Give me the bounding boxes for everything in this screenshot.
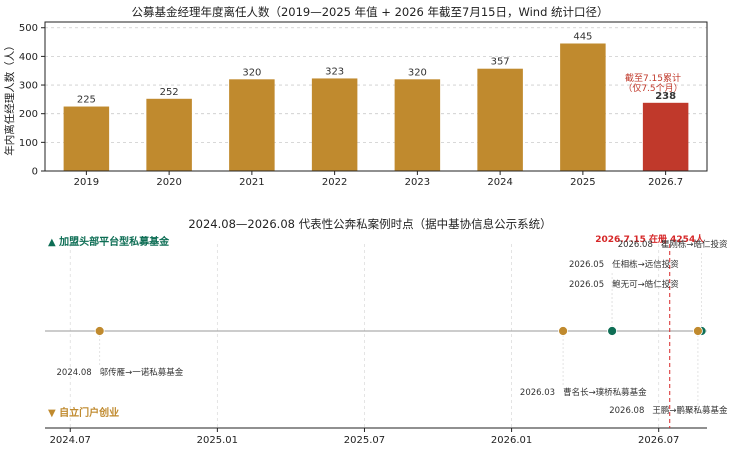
bar-2019: [63, 106, 110, 171]
x-tick-label: 2020: [156, 177, 181, 188]
plot-frame: [44, 21, 708, 172]
bar-2024: [477, 68, 523, 171]
case-timeline-chart: 2024.08—2026.08 代表性公奔私案例时点（据中基协信息公示系统） 2…: [45, 217, 728, 446]
annual-departures-bar-chart: 公募基金经理年度离任人数（2019—2025 年值 + 2026 年截至7月15…: [3, 5, 708, 188]
event-point: [94, 326, 105, 336]
event-date: 2026.08: [618, 240, 653, 250]
y-tick-label: 200: [19, 109, 38, 120]
bar-value-label: 320: [408, 67, 427, 78]
event-label: 2026.08 瞿刚栋→皓仁投资: [618, 239, 728, 250]
event-text: 鲍无可→皓仁投资: [612, 279, 679, 290]
x-tick-label: 2022: [322, 177, 347, 188]
event-date: 2026.08: [609, 406, 644, 416]
event-text: 任相栋→远信投资: [612, 259, 679, 270]
event-point: [607, 326, 618, 336]
event-label: 2026.03 曹名长→璞桥私募基金: [520, 387, 647, 398]
x-tick-label: 2025: [570, 177, 595, 188]
lower-group-label: ▼ 自立门户创业: [48, 406, 119, 419]
y-axis-label: 年内离任经理人数（人）: [3, 40, 16, 156]
upper-group-label: ▲ 加盟头部平台型私募基金: [48, 235, 170, 248]
timeline-tick-label: 2024.07: [50, 435, 91, 446]
bar-value-label: 252: [160, 87, 179, 98]
event-text: 瞿刚栋→皓仁投资: [661, 239, 728, 250]
bar-chart-title: 公募基金经理年度离任人数（2019—2025 年值 + 2026 年截至7月15…: [131, 5, 608, 19]
y-tick-label: 0: [32, 167, 38, 178]
timeline-title: 2024.08—2026.08 代表性公奔私案例时点（据中基协信息公示系统）: [188, 217, 551, 231]
bar-value-label: 320: [242, 67, 261, 78]
y-tick-label: 300: [19, 81, 38, 92]
marker-line-label: 2026.7.15 在册 4254人: [595, 233, 705, 245]
event-label: 2026.08 王鹏→鹏聚私募基金: [609, 405, 728, 416]
x-tick-label: 2023: [405, 177, 430, 188]
event-text: 曹名长→璞桥私募基金: [563, 387, 647, 398]
y-tick-label: 100: [19, 138, 38, 149]
x-tick-label: 2026.7: [648, 177, 683, 188]
bar-2021: [229, 79, 275, 171]
y-tick-label: 400: [19, 52, 38, 63]
event-text: 邬传雁→一诺私募基金: [100, 367, 184, 378]
annotation-line2: （仅7.5个月）: [623, 82, 682, 94]
timeline-tick-label: 2025.01: [197, 435, 238, 446]
event-label: 2026.05 鲍无可→皓仁投资: [569, 279, 679, 290]
event-label: 2026.05 任相栋→远信投资: [569, 259, 679, 270]
bar-2026.7: [642, 102, 689, 171]
bar-value-label: 238: [655, 91, 676, 102]
event-date: 2024.08: [57, 368, 92, 378]
x-tick-label: 2019: [74, 177, 99, 188]
bar-value-label: 225: [77, 95, 96, 106]
timeline-tick-label: 2026.07: [638, 435, 679, 446]
event-date: 2026.05: [569, 280, 604, 290]
event-text: 王鹏→鹏聚私募基金: [652, 405, 728, 416]
event-point: [558, 326, 568, 336]
bar-2025: [560, 43, 606, 171]
x-tick-label: 2024: [487, 177, 512, 188]
bar-2020: [146, 98, 192, 171]
event-date: 2026.03: [520, 388, 555, 398]
y-tick-label: 500: [19, 23, 38, 34]
timeline-tick-label: 2026.01: [491, 435, 532, 446]
bar-2023: [394, 79, 441, 171]
bar-value-label: 445: [573, 31, 592, 42]
event-label: 2024.08 邬传雁→一诺私募基金: [57, 367, 184, 378]
event-point: [693, 326, 703, 336]
bar-2022: [311, 78, 358, 171]
timeline-tick-label: 2025.07: [344, 435, 385, 446]
x-tick-label: 2021: [239, 177, 264, 188]
bar-value-label: 357: [491, 57, 510, 68]
bar-value-label: 323: [325, 66, 344, 77]
event-date: 2026.05: [569, 260, 604, 270]
annotation-line1: 截至7.15累计: [625, 72, 681, 84]
